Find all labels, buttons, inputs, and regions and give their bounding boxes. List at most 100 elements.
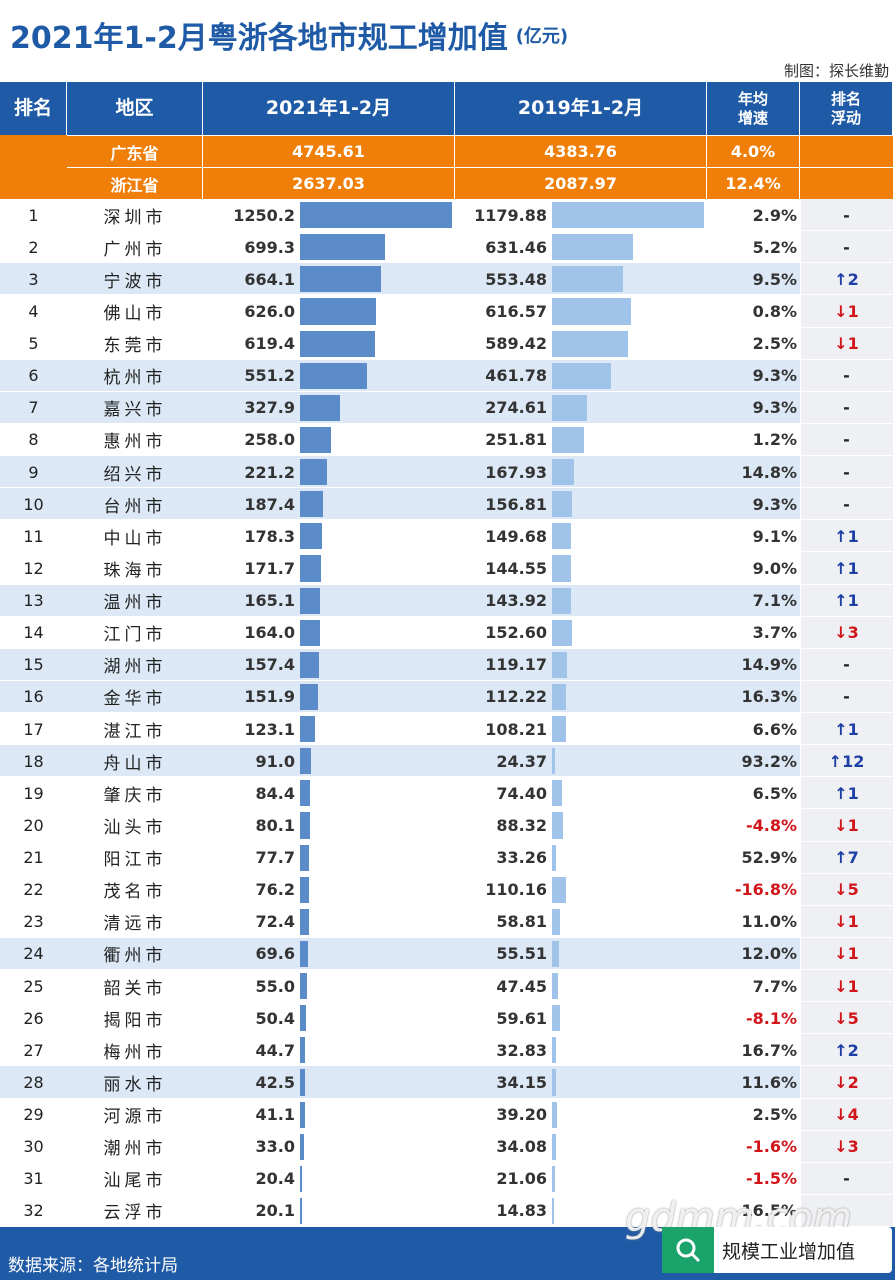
value-2019: 149.68 (485, 526, 547, 546)
header-cell: 地区 (67, 82, 203, 135)
bar-2021 (300, 619, 320, 646)
value-2021: 221.2 (244, 462, 295, 482)
value-2019: 58.81 (496, 912, 547, 932)
value-2021: 327.9 (244, 398, 295, 418)
bar-2019 (552, 362, 612, 389)
bar-2019 (552, 748, 556, 775)
value-2019: 108.21 (485, 719, 547, 739)
region: 阳江市 (103, 850, 167, 871)
rank-change: ↓2 (834, 1072, 859, 1092)
rank: 18 (23, 751, 44, 771)
bar-2019 (552, 1005, 560, 1032)
rank: 12 (23, 558, 44, 578)
growth: 9.1% (752, 526, 797, 546)
region: 湛江市 (103, 721, 167, 742)
rank-change: - (843, 430, 850, 450)
rank: 9 (28, 462, 39, 482)
growth: 2.5% (752, 1105, 797, 1125)
value-2021: 91.0 (255, 751, 295, 771)
summary-cell: 4745.61 (203, 135, 455, 167)
value-2021: 171.7 (244, 558, 295, 578)
summary-row (0, 167, 893, 199)
bar-2019 (552, 1037, 557, 1064)
header-row (0, 82, 893, 135)
header-cell: 年均 增速 (707, 82, 800, 135)
growth: -4.8% (745, 815, 797, 835)
value-2019: 34.15 (496, 1072, 547, 1092)
rank: 3 (28, 269, 39, 289)
value-2021: 84.4 (255, 783, 295, 803)
bar-2019 (552, 940, 560, 967)
rank: 17 (23, 719, 44, 739)
region: 嘉兴市 (103, 400, 167, 421)
value-2021: 626.0 (244, 301, 295, 321)
value-2019: 1179.88 (474, 205, 547, 225)
row-highlight (0, 1066, 800, 1098)
change-bg (801, 841, 893, 873)
rank-change: ↑1 (834, 526, 859, 546)
growth: -1.5% (745, 1169, 797, 1189)
bar-2021 (300, 459, 327, 486)
change-bg (801, 295, 893, 327)
bar-2019 (552, 298, 632, 325)
region: 韶关市 (103, 978, 167, 999)
region: 汕头市 (103, 817, 167, 838)
rank-change: ↑1 (834, 591, 859, 611)
value-2019: 152.60 (485, 623, 547, 643)
rank: 23 (23, 912, 44, 932)
region: 台州市 (103, 496, 167, 517)
bar-2021 (300, 330, 376, 357)
rank: 27 (23, 1040, 44, 1060)
bar-2019 (552, 619, 572, 646)
bar-2019 (552, 812, 564, 839)
bar-2019 (552, 266, 624, 293)
bar-2019 (552, 491, 573, 518)
value-2021: 20.1 (255, 1201, 295, 1221)
summary-cell: 广东省 (67, 135, 203, 167)
change-bg (801, 327, 893, 359)
search-text: 规模工业增加值 (722, 1240, 856, 1263)
change-bg (801, 520, 893, 552)
summary-cell: 4.0% (707, 135, 800, 167)
bar-2019 (552, 651, 568, 678)
region: 肇庆市 (103, 785, 167, 806)
growth: 16.3% (741, 687, 797, 707)
value-2019: 616.57 (485, 301, 547, 321)
value-2021: 664.1 (244, 269, 295, 289)
region: 茂名市 (103, 882, 167, 903)
value-2021: 72.4 (255, 912, 295, 932)
value-2019: 589.42 (485, 334, 547, 354)
bar-2021 (300, 844, 310, 871)
value-2021: 41.1 (255, 1105, 295, 1125)
row-highlight (0, 359, 800, 391)
value-2019: 34.08 (496, 1137, 547, 1157)
growth: 0.8% (752, 301, 797, 321)
value-2019: 110.16 (485, 880, 547, 900)
region: 潮州市 (103, 1139, 167, 1160)
bar-2019 (552, 1133, 557, 1160)
rank: 16 (23, 687, 44, 707)
change-bg (801, 488, 893, 520)
bar-2021 (300, 234, 386, 261)
growth: 16.5% (741, 1201, 797, 1221)
growth: 12.0% (741, 944, 797, 964)
value-2019: 143.92 (485, 591, 547, 611)
growth: 11.6% (741, 1072, 797, 1092)
growth: 93.2% (741, 751, 797, 771)
rank: 1 (28, 205, 39, 225)
value-2019: 14.83 (496, 1201, 547, 1221)
region: 广州市 (103, 239, 167, 260)
growth: 14.9% (741, 655, 797, 675)
value-2021: 76.2 (255, 880, 295, 900)
growth: 9.3% (752, 366, 797, 386)
bar-2021 (300, 1165, 303, 1192)
growth: 9.3% (752, 494, 797, 514)
summary-cell (800, 135, 893, 167)
bar-2021 (300, 587, 321, 614)
region: 温州市 (103, 593, 167, 614)
rank-change: ↓4 (834, 1105, 859, 1125)
search-badge[interactable]: 规模工业增加值 (662, 1227, 892, 1273)
rank-change: ↓1 (834, 301, 859, 321)
region: 清远市 (103, 914, 167, 935)
